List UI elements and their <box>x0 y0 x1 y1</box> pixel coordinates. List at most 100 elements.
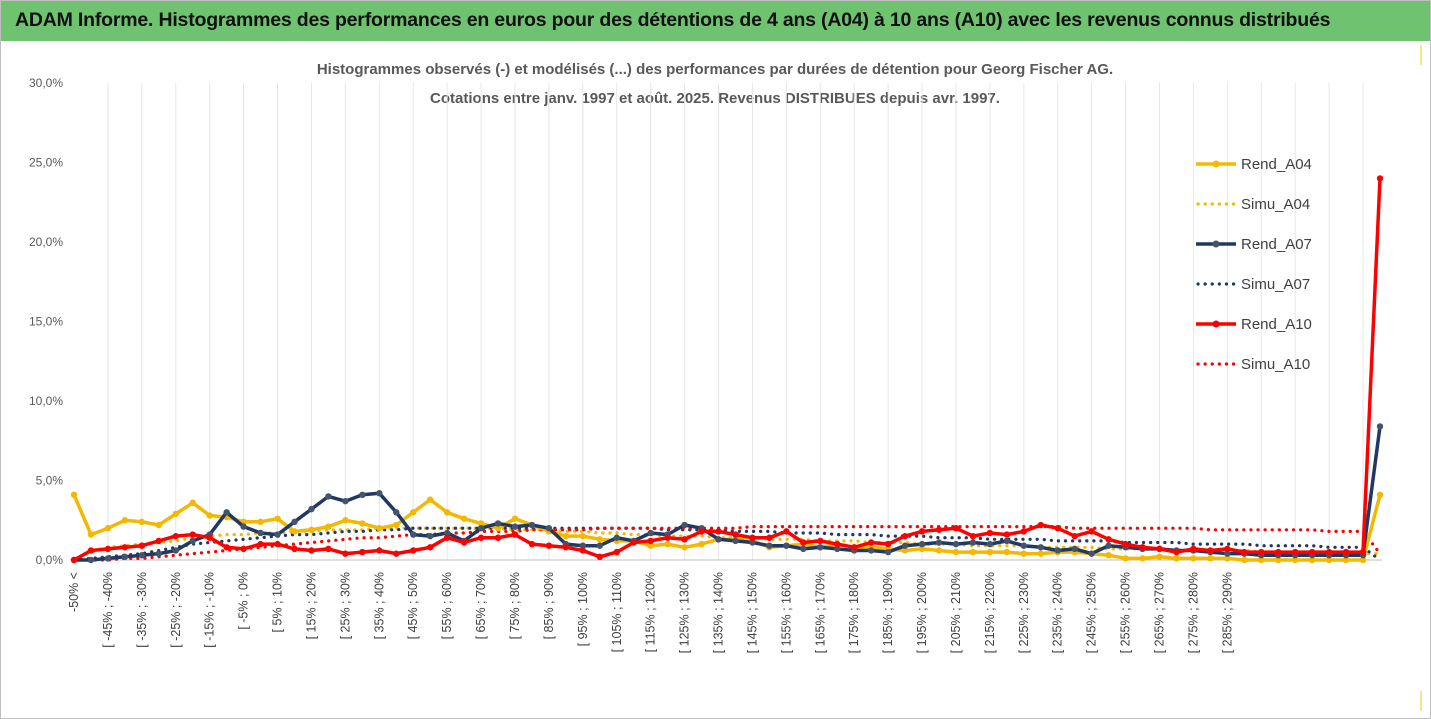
data-point <box>1003 537 1011 545</box>
legend-item-rend-a04: Rend_A04 <box>1196 156 1312 173</box>
performance-histogram-chart: Histogrammes observés (-) et modélisés (… <box>29 61 1384 653</box>
series-line-rend-a10 <box>73 178 1382 562</box>
data-point <box>376 525 383 532</box>
x-tick-label: [ 125% ; 130% <box>678 572 692 653</box>
legend-label: Rend_A10 <box>1241 316 1312 333</box>
x-tick-label: [ 175% ; 180% <box>847 572 861 653</box>
data-point <box>851 544 858 551</box>
data-point <box>918 545 926 553</box>
x-tick-label: [ 135% ; 140% <box>712 572 726 653</box>
data-point <box>342 517 349 524</box>
data-point <box>1122 555 1129 562</box>
x-tick-label: [ 65% ; 70% <box>474 572 488 639</box>
corner-mark-bottom <box>1416 691 1422 711</box>
legend: Rend_A04 Simu_A04 Rend_A07 Simu_A07 Rend_A10… <box>1196 156 1312 373</box>
report-title: ADAM Informe. Histogrammes des performan… <box>15 9 1331 31</box>
data-point <box>308 526 315 533</box>
x-tick-label: [ 235% ; 240% <box>1051 572 1065 653</box>
data-point <box>681 536 688 543</box>
data-point <box>1325 548 1333 556</box>
legend-item-rend-a07: Rend_A07 <box>1196 236 1312 253</box>
data-point <box>443 509 451 516</box>
data-point <box>986 548 994 556</box>
legend-item-simu-a10: Simu_A10 <box>1196 356 1310 373</box>
data-point <box>1173 548 1180 556</box>
data-point <box>189 537 196 545</box>
x-tick-label: [ 225% ; 230% <box>1017 572 1031 653</box>
data-point <box>1003 531 1011 538</box>
data-point <box>1156 545 1163 553</box>
data-point <box>867 547 875 554</box>
x-tick-label: [ 165% ; 170% <box>813 572 827 653</box>
x-tick-label: [ 245% ; 250% <box>1085 572 1099 653</box>
data-point <box>901 532 909 540</box>
data-point <box>681 544 688 551</box>
data-point <box>155 521 163 529</box>
data-point <box>918 540 926 548</box>
x-tick-label: [ 115% ; 120% <box>644 572 658 652</box>
data-point <box>766 534 773 541</box>
data-point <box>681 521 688 529</box>
data-point <box>1054 525 1061 532</box>
data-point <box>1258 548 1265 556</box>
y-tick-label: 0,0% <box>36 553 64 567</box>
data-point <box>223 544 230 551</box>
data-point <box>1359 548 1367 556</box>
data-point <box>1105 536 1112 543</box>
data-point <box>1376 423 1384 430</box>
y-tick-label: 10,0% <box>29 394 63 408</box>
data-point <box>935 526 943 533</box>
data-point <box>511 515 519 522</box>
data-point <box>426 496 434 503</box>
data-point <box>359 520 366 527</box>
data-point <box>359 491 366 499</box>
legend-label: Rend_A04 <box>1241 156 1312 173</box>
series-simu-a10 <box>72 525 1382 562</box>
data-point <box>342 497 349 505</box>
data-point <box>1190 545 1197 553</box>
legend-label: Simu_A04 <box>1241 196 1310 213</box>
data-point <box>1308 556 1316 564</box>
data-point <box>291 528 298 535</box>
series-line-simu-a07 <box>72 526 1382 562</box>
data-point <box>393 509 400 516</box>
data-point <box>562 532 570 540</box>
x-tick-label: -50% < <box>67 572 81 612</box>
y-tick-label: 15,0% <box>29 315 63 329</box>
data-point <box>783 528 790 535</box>
data-point <box>817 544 824 551</box>
data-point <box>1376 175 1384 182</box>
data-point <box>410 531 417 538</box>
x-tick-label: [ 45% ; 50% <box>406 572 420 639</box>
data-point <box>630 539 637 546</box>
data-point <box>1376 491 1384 499</box>
y-axis: 0,0% 5,0% 10,0% 15,0% 20,0% 25,0% 30,0% <box>29 76 63 567</box>
data-point <box>1088 528 1095 535</box>
data-point <box>1054 547 1061 554</box>
data-point <box>1342 556 1350 564</box>
data-point <box>613 534 620 541</box>
data-point <box>121 553 129 561</box>
series-line-rend-a07 <box>74 426 1382 562</box>
data-point <box>104 555 112 562</box>
data-point <box>1258 556 1265 564</box>
data-point <box>867 539 875 546</box>
data-point <box>1207 555 1214 562</box>
series-line-simu-a10 <box>72 525 1382 562</box>
data-point <box>834 545 841 553</box>
report-banner: ADAM Informe. Histogrammes des performan… <box>1 1 1430 41</box>
x-tick-label: [ 35% ; 40% <box>372 572 386 639</box>
data-point <box>1003 548 1011 556</box>
data-point <box>1105 542 1112 549</box>
data-point <box>901 542 909 549</box>
x-tick-label: [ 15% ; 20% <box>304 572 318 639</box>
data-point <box>732 537 739 545</box>
data-point <box>87 556 95 564</box>
data-point <box>749 539 756 546</box>
data-point <box>393 521 400 529</box>
x-tick-label: [ 75% ; 80% <box>508 572 522 639</box>
data-point <box>410 547 417 554</box>
legend-item-rend-a10: Rend_A10 <box>1196 316 1312 333</box>
data-point <box>986 529 994 537</box>
